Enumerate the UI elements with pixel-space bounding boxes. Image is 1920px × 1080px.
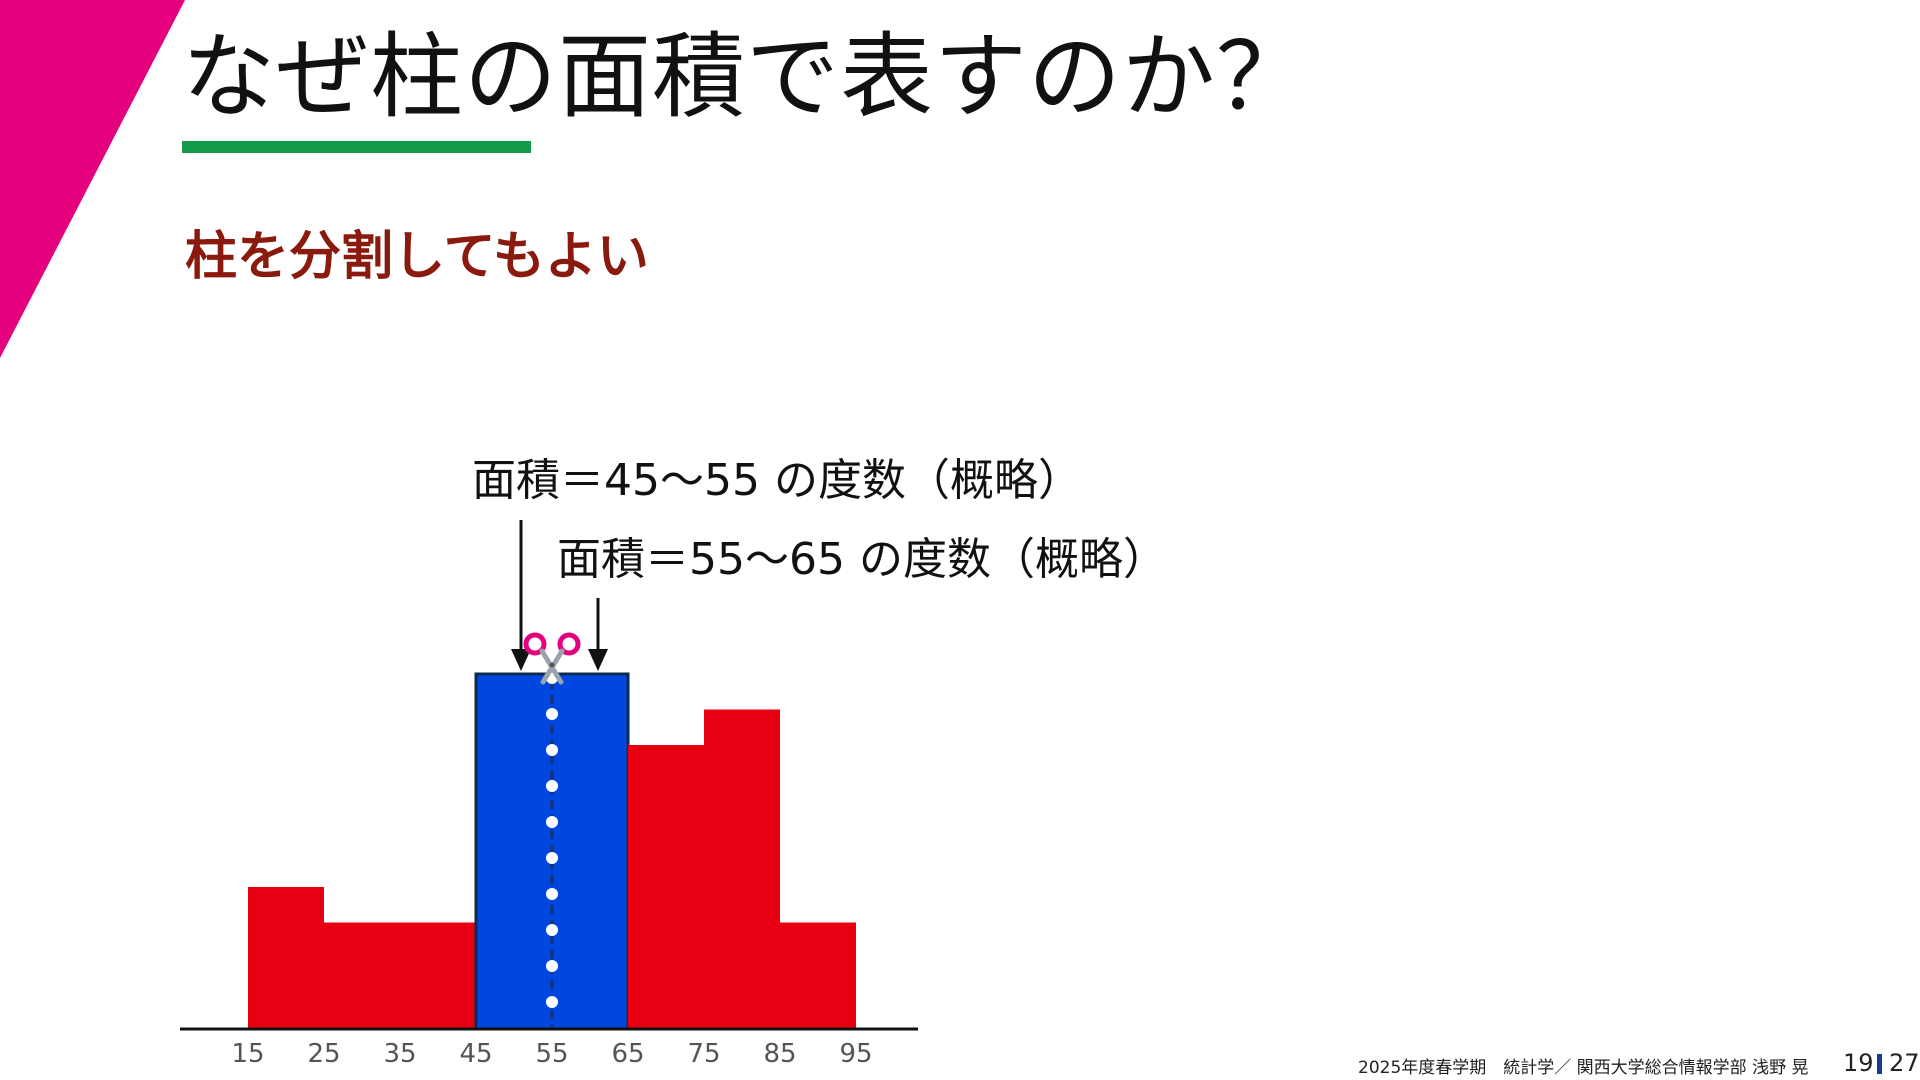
cut-dot (546, 924, 558, 936)
x-tick-label-95: 95 (839, 1039, 872, 1069)
page-number-current: 19 (1843, 1049, 1874, 1077)
arrow-down-icon (511, 649, 531, 671)
scissors-pivot (549, 662, 555, 668)
cut-dot (546, 888, 558, 900)
cut-dot (546, 708, 558, 720)
cut-dot (546, 744, 558, 756)
cut-dot (546, 960, 558, 972)
x-tick-label-45: 45 (459, 1039, 492, 1069)
x-tick-label-25: 25 (307, 1039, 340, 1069)
slide-subtitle: 柱を分割してもよい (185, 227, 649, 287)
bar-25-35 (324, 922, 400, 1029)
page-number-total: 27 (1889, 1049, 1920, 1077)
cut-dot (546, 816, 558, 828)
x-tick-label-85: 85 (763, 1039, 796, 1069)
arrow-down-icon (588, 649, 608, 671)
bar-15-25 (248, 887, 324, 1029)
cut-dot (546, 996, 558, 1008)
title-underline (182, 141, 531, 153)
x-tick-label-35: 35 (383, 1039, 416, 1069)
cut-dot (546, 780, 558, 792)
bar-65-75 (628, 745, 704, 1029)
bar-85-95 (780, 922, 856, 1029)
page-number-separator (1877, 1054, 1882, 1074)
footer-course-info: 2025年度春学期 統計学／ 関西大学総合情報学部 浅野 晃 (1358, 1058, 1809, 1078)
annotation-area-45-55: 面積＝45～55 の度数（概略） (472, 455, 1082, 506)
bar-75-85 (704, 709, 780, 1029)
x-tick-label-65: 65 (611, 1039, 644, 1069)
x-tick-label-75: 75 (687, 1039, 720, 1069)
bar-35-45 (400, 922, 476, 1029)
annotation-area-55-65: 面積＝55～65 の度数（概略） (557, 534, 1167, 585)
scissors-handle-right (557, 632, 581, 656)
x-tick-label-15: 15 (231, 1039, 264, 1069)
x-tick-label-55: 55 (535, 1039, 568, 1069)
cut-dot (546, 852, 558, 864)
scissors-icon (523, 632, 581, 685)
scissors-handle-left (523, 632, 547, 656)
slide-title: なぜ柱の面積で表すのか？ (182, 23, 1310, 131)
